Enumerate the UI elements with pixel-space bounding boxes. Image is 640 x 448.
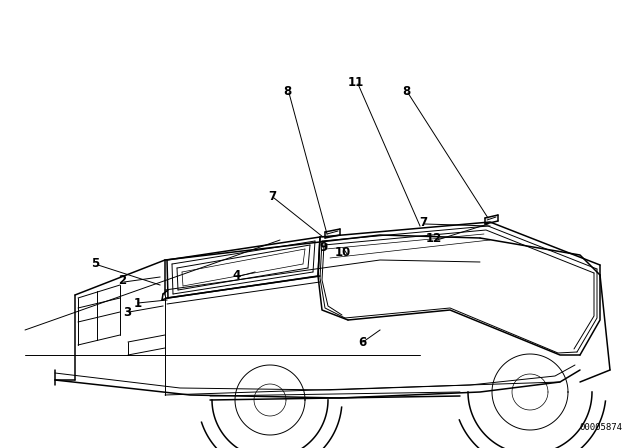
Text: 7: 7 (419, 215, 427, 228)
Text: 8: 8 (283, 85, 291, 98)
Text: 5: 5 (91, 257, 99, 270)
Text: 12: 12 (426, 232, 442, 245)
Text: 3: 3 (123, 306, 131, 319)
Text: 2: 2 (118, 273, 126, 287)
Text: 11: 11 (348, 76, 364, 89)
Text: 1: 1 (134, 297, 142, 310)
Text: 4: 4 (233, 268, 241, 281)
Text: 00005874: 00005874 (579, 423, 622, 432)
Text: 8: 8 (402, 85, 410, 98)
Text: 9: 9 (319, 241, 327, 254)
Text: 7: 7 (268, 190, 276, 202)
Text: 10: 10 (335, 246, 351, 258)
Text: 6: 6 (358, 336, 366, 349)
